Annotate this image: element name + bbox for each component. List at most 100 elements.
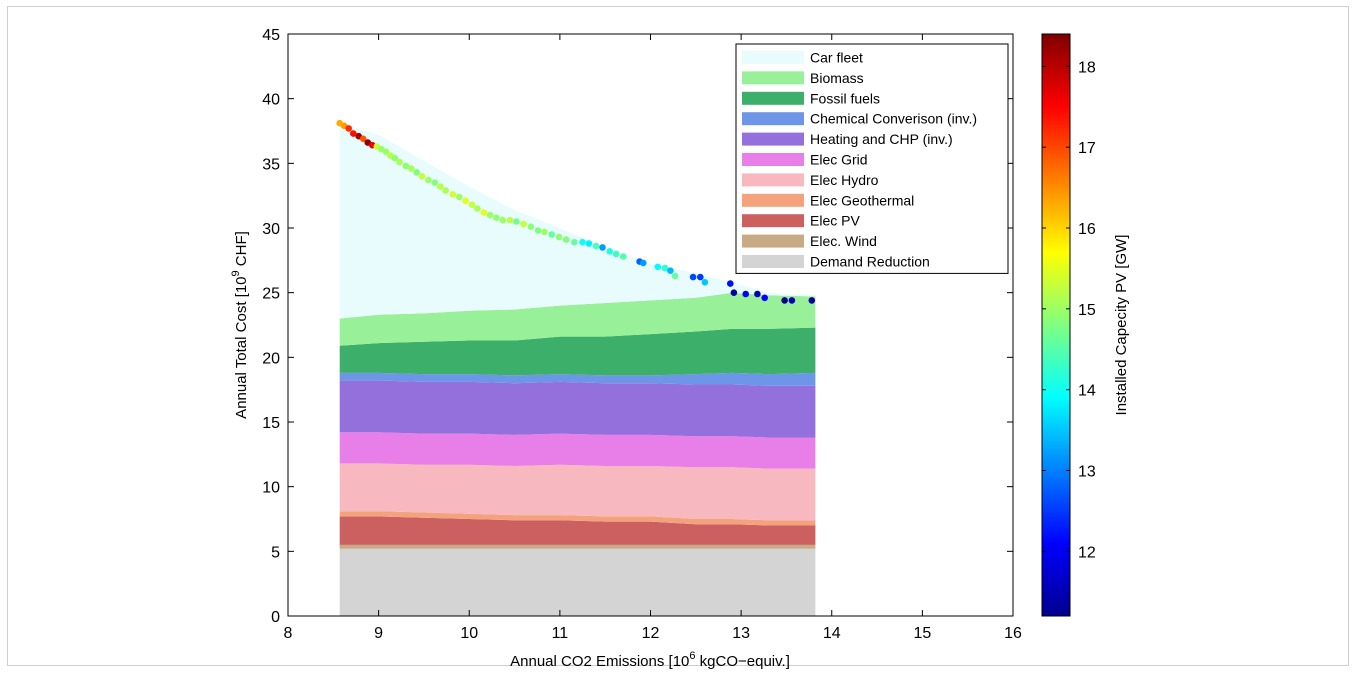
x-tick-label: 14 bbox=[823, 625, 841, 642]
scatter-point bbox=[548, 231, 555, 238]
colorbar-tick-label: 14 bbox=[1078, 383, 1096, 400]
legend-label: Elec Grid bbox=[810, 152, 868, 168]
scatter-point bbox=[520, 220, 527, 228]
legend-swatch bbox=[742, 153, 804, 166]
y-tick-label: 35 bbox=[262, 156, 280, 173]
x-tick-label: 12 bbox=[642, 625, 660, 642]
scatter-point bbox=[407, 165, 415, 172]
x-tick-label: 16 bbox=[1004, 625, 1022, 642]
scatter-point bbox=[425, 176, 432, 184]
scatter-point bbox=[730, 289, 738, 297]
legend-label: Elec Geothermal bbox=[810, 192, 914, 208]
scatter-point bbox=[413, 169, 421, 176]
legend-label: Elec PV bbox=[810, 213, 860, 229]
area-series-0 bbox=[339, 548, 816, 616]
legend-label: Car fleet bbox=[810, 50, 863, 66]
legend-label: Fossil fuels bbox=[810, 90, 880, 106]
scatter-point bbox=[671, 272, 679, 280]
x-tick-label: 9 bbox=[374, 625, 383, 642]
scatter-point bbox=[486, 211, 494, 219]
scatter-point bbox=[661, 264, 669, 272]
scatter-point bbox=[606, 248, 613, 255]
scatter-point bbox=[449, 191, 457, 198]
y-tick-label: 45 bbox=[262, 27, 280, 44]
scatter-point bbox=[493, 214, 500, 221]
scatter-point bbox=[480, 209, 488, 216]
y-tick-label: 15 bbox=[262, 415, 280, 432]
scatter-point bbox=[513, 218, 520, 225]
x-tick-label: 15 bbox=[913, 625, 931, 642]
scatter-point bbox=[418, 173, 426, 180]
legend-swatch bbox=[742, 214, 804, 228]
legend-swatch bbox=[742, 91, 804, 105]
legend: Car fleet Biomass Fossil fuels Chemical Con… bbox=[735, 43, 1009, 274]
scatter-point bbox=[534, 227, 542, 234]
x-tick-label: 13 bbox=[732, 625, 750, 642]
y-tick-label: 30 bbox=[262, 221, 280, 238]
scatter-point bbox=[788, 297, 796, 304]
legend-swatch bbox=[742, 234, 804, 248]
scatter-point bbox=[402, 162, 410, 170]
y-tick-label: 40 bbox=[262, 92, 280, 109]
scatter-point bbox=[761, 294, 768, 302]
scatter-point bbox=[667, 267, 674, 275]
scatter-point bbox=[541, 228, 548, 236]
y-axis-ticks: 0 5 10 15 20 25 30 35 40 45 bbox=[262, 27, 1013, 626]
scatter-point bbox=[555, 233, 563, 241]
legend-label: Heating and CHP (inv.) bbox=[810, 131, 953, 147]
scatter-point bbox=[506, 216, 514, 224]
scatter-point bbox=[474, 205, 481, 212]
colorbar-tick-label: 15 bbox=[1078, 302, 1096, 319]
x-tick-label: 11 bbox=[552, 625, 569, 642]
scatter-point bbox=[654, 263, 662, 271]
area-series-7 bbox=[339, 372, 816, 386]
y-tick-label: 5 bbox=[271, 544, 280, 561]
legend-swatch bbox=[742, 112, 804, 126]
legend-swatch bbox=[742, 255, 804, 268]
colorbar-tick-label: 12 bbox=[1078, 544, 1096, 561]
scatter-point bbox=[442, 187, 450, 194]
legend-label: Biomass bbox=[810, 70, 864, 86]
area-series-2 bbox=[339, 516, 816, 545]
scatter-point bbox=[527, 223, 535, 230]
scatter-points bbox=[336, 119, 816, 304]
scatter-point bbox=[391, 154, 399, 162]
area-series-6 bbox=[339, 380, 816, 438]
scatter-point bbox=[701, 279, 709, 286]
colorbar-ticks: 12 13 14 15 16 17 18 bbox=[1042, 59, 1096, 561]
colorbar-tick-label: 17 bbox=[1078, 140, 1096, 157]
colorbar-label: Installed Capecity PV [GW] bbox=[1113, 235, 1130, 416]
colorbar-tick-label: 16 bbox=[1078, 221, 1096, 238]
figure-frame bbox=[7, 6, 1349, 666]
scatter-point bbox=[571, 238, 578, 246]
scatter-point bbox=[640, 259, 647, 267]
scatter-point bbox=[562, 236, 570, 243]
area-series-8 bbox=[339, 327, 816, 376]
scatter-point bbox=[462, 197, 469, 205]
y-tick-label: 20 bbox=[262, 350, 280, 367]
legend-swatch bbox=[742, 71, 804, 85]
y-axis-label: Annual Total Cost [109 CHF] bbox=[230, 231, 250, 419]
scatter-point bbox=[781, 297, 788, 304]
scatter-point bbox=[359, 135, 367, 143]
scatter-point bbox=[612, 250, 620, 258]
colorbar bbox=[1041, 33, 1071, 617]
y-tick-label: 10 bbox=[262, 480, 280, 497]
scatter-point bbox=[579, 238, 586, 246]
area-series-5 bbox=[339, 432, 816, 469]
legend-label: Elec. Wind bbox=[810, 233, 877, 249]
stacked-areas bbox=[339, 123, 816, 616]
scatter-point bbox=[382, 148, 390, 155]
legend-label: Demand Reduction bbox=[810, 254, 930, 270]
scatter-point bbox=[742, 290, 749, 298]
area-series-4 bbox=[339, 463, 816, 521]
scatter-point bbox=[396, 158, 403, 166]
scatter-point bbox=[689, 273, 697, 281]
scatter-point bbox=[620, 253, 627, 260]
scatter-point bbox=[754, 290, 761, 298]
scatter-point bbox=[468, 201, 476, 208]
scatter-point bbox=[499, 216, 507, 224]
x-axis-ticks: 8 9 10 11 12 13 14 15 16 bbox=[284, 34, 1022, 642]
legend-swatch bbox=[742, 132, 804, 146]
